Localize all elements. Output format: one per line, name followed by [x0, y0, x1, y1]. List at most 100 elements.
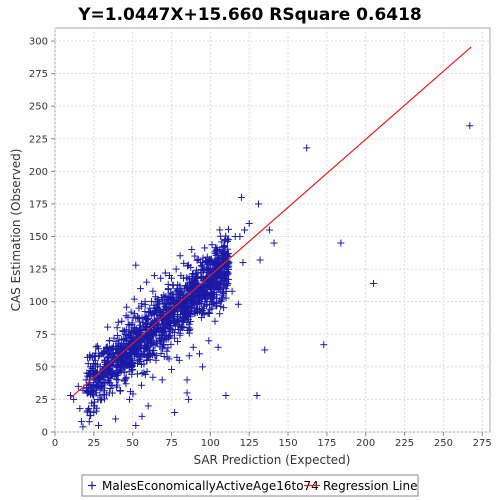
scatter-point: [183, 376, 191, 384]
scatter-point-dense: [191, 270, 199, 278]
scatter-point-dense: [92, 343, 100, 351]
scatter-point-dense: [215, 255, 223, 263]
scatter-point: [211, 317, 219, 325]
scatter-point: [234, 300, 242, 308]
scatter-point-dense: [224, 276, 232, 284]
scatter-point-dense: [90, 379, 98, 387]
scatter-point-dense: [174, 287, 182, 295]
scatter-point-dense: [170, 328, 178, 336]
scatter-point-dense: [210, 299, 218, 307]
scatter-point-dense: [185, 329, 193, 337]
scatter-point-dense: [174, 322, 182, 330]
scatter-point: [70, 395, 78, 403]
scatter-point-dense: [146, 346, 154, 354]
scatter-point-dense: [199, 274, 207, 282]
scatter-point: [150, 272, 158, 280]
scatter-point-dense: [112, 345, 120, 353]
x-tick-label: 225: [395, 438, 414, 449]
scatter-point-dense: [119, 328, 127, 336]
scatter-point-dense: [148, 339, 156, 347]
scatter-point-dense: [220, 304, 228, 312]
scatter-point-dense: [83, 408, 91, 416]
y-tick-label: 150: [29, 232, 48, 243]
scatter-point: [256, 256, 264, 264]
scatter-point: [189, 343, 197, 351]
scatter-point-dense: [89, 386, 97, 394]
scatter-point-dense: [184, 262, 192, 270]
scatter-point-dense: [114, 332, 122, 340]
scatter-point-dense: [146, 308, 154, 316]
y-tick-label: 50: [35, 362, 48, 373]
scatter-point-dense: [140, 369, 148, 377]
scatter-point: [172, 265, 180, 273]
scatter-point-dense: [173, 353, 181, 361]
scatter-point-dense: [99, 350, 107, 358]
scatter-point-dense: [197, 314, 205, 322]
scatter-point-dense: [87, 411, 95, 419]
scatter-point-dense: [200, 267, 208, 275]
y-tick-label: 300: [29, 37, 48, 48]
scatter-point-dense: [222, 294, 230, 302]
scatter-point-dense: [157, 337, 165, 345]
legend-marker-scatter: [88, 481, 96, 490]
scatter-point-dense: [83, 369, 91, 377]
scatter-point: [245, 219, 253, 227]
chart-title: Y=1.0447X+15.660 RSquare 0.6418: [77, 5, 422, 25]
scatter-point-dense: [164, 280, 172, 288]
scatter-point: [130, 295, 138, 303]
scatter-point: [337, 239, 345, 247]
scatter-point-dense: [117, 358, 125, 366]
scatter-point-dense: [84, 372, 92, 380]
y-tick-label: 75: [35, 330, 48, 341]
scatter-point-dense: [95, 375, 103, 383]
scatter-point-dense: [179, 292, 187, 300]
scatter-point-dense: [85, 405, 93, 413]
scatter-point-dense: [114, 318, 122, 326]
scatter-point-dense: [192, 266, 200, 274]
scatter-point-dense: [93, 383, 101, 391]
scatter-point-dense: [101, 395, 109, 403]
scatter-point: [126, 395, 134, 403]
scatter-point-dense: [164, 296, 172, 304]
scatter-point-dense: [163, 332, 171, 340]
scatter-point-dense: [85, 418, 93, 426]
scatter-point-dense: [204, 279, 212, 287]
scatter-point-dense: [96, 362, 104, 370]
scatter-point-dense: [200, 287, 208, 295]
scatter-point-dense: [215, 286, 223, 294]
scatter-point: [239, 259, 247, 267]
x-tick-label: 50: [126, 438, 139, 449]
scatter-point-dense: [211, 259, 219, 267]
scatter-point-dense: [202, 257, 210, 265]
scatter-point-dense: [156, 312, 164, 320]
scatter-point-dense: [128, 319, 136, 327]
scatter-point-dense: [187, 318, 195, 326]
scatter-point-dense: [83, 387, 91, 395]
y-tick-label: 250: [29, 102, 48, 113]
legend-box: [81, 474, 419, 497]
scatter-point-dense: [162, 305, 170, 313]
scatter-point-dense: [173, 302, 181, 310]
scatter-point-dense: [147, 311, 155, 319]
scatter-point-dense: [112, 363, 120, 371]
scatter-point-dense: [209, 280, 217, 288]
scatter-point: [136, 285, 144, 293]
scatter-point-dense: [129, 390, 137, 398]
scatter-point: [205, 337, 213, 345]
scatter-point: [369, 279, 377, 287]
y-tick-label: 0: [42, 428, 48, 439]
scatter-point-dense: [167, 311, 175, 319]
legend-label-scatter: MalesEconomicallyActiveAge16to74: [102, 479, 319, 493]
scatter-point-dense: [114, 349, 122, 357]
scatter-point-dense: [116, 387, 124, 395]
scatter-point-dense: [126, 355, 134, 363]
scatter-point-dense: [179, 313, 187, 321]
scatter-point-dense: [106, 379, 114, 387]
scatter-point: [152, 356, 160, 364]
scatter-point-dense: [174, 317, 182, 325]
y-tick-label: 25: [35, 395, 48, 406]
scatter-point: [112, 415, 120, 423]
scatter-point-dense: [165, 272, 173, 280]
scatter-point-dense: [224, 279, 232, 287]
